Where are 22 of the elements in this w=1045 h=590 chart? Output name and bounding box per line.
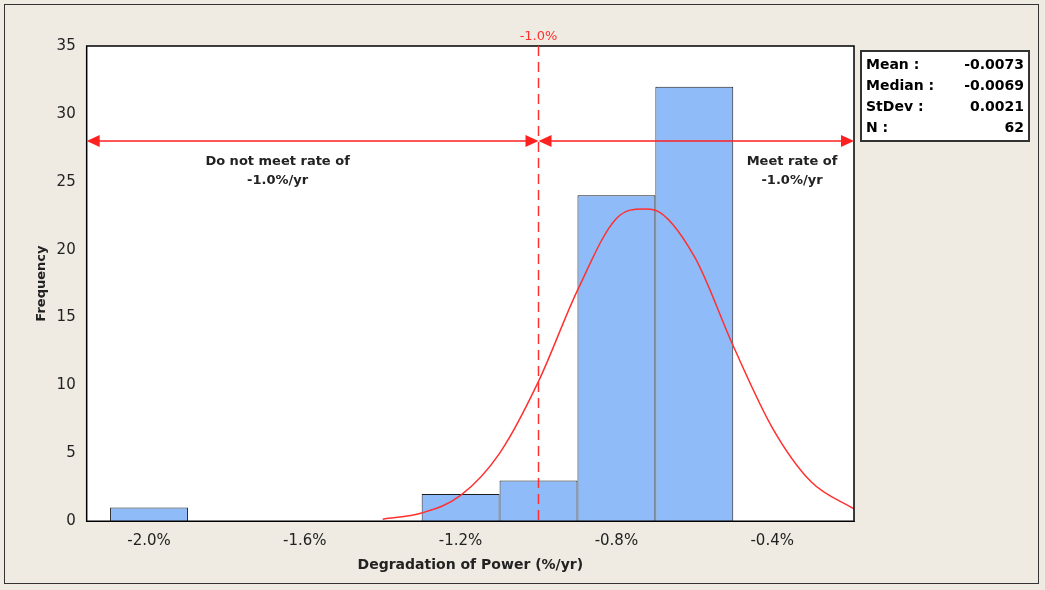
- y-tick-label: 15: [56, 307, 76, 326]
- text: N : 62: [866, 119, 1024, 135]
- ref-line-label: -1.0%: [519, 27, 558, 43]
- y-tick-label: 5: [66, 443, 76, 462]
- text: Mean : -0.0073: [866, 56, 1024, 72]
- x-tick-label: -2.0%: [127, 531, 171, 550]
- x-tick-label: -0.4%: [750, 531, 794, 550]
- y-axis-title: Frequency: [33, 245, 49, 322]
- y-tick-label: 0: [66, 511, 76, 530]
- text: Median : -0.0069: [866, 77, 1024, 93]
- text: StDev : 0.0021: [866, 98, 1024, 114]
- y-tick-label: 20: [56, 239, 76, 258]
- y-tick-label: 10: [56, 375, 76, 394]
- annotation: Do not meet rate of -1.0%/yr: [204, 152, 351, 190]
- x-tick-label: -0.8%: [594, 531, 639, 550]
- y-tick-label: 35: [56, 35, 76, 54]
- x-tick-label: -1.6%: [283, 531, 327, 550]
- y-tick-label: 30: [56, 103, 76, 122]
- annotation: Meet rate of -1.0%/yr: [745, 152, 839, 190]
- x-axis-title: Degradation of Power (%/yr): [357, 556, 584, 573]
- x-tick-label: -1.2%: [438, 531, 483, 550]
- y-tick-label: 25: [56, 171, 76, 190]
